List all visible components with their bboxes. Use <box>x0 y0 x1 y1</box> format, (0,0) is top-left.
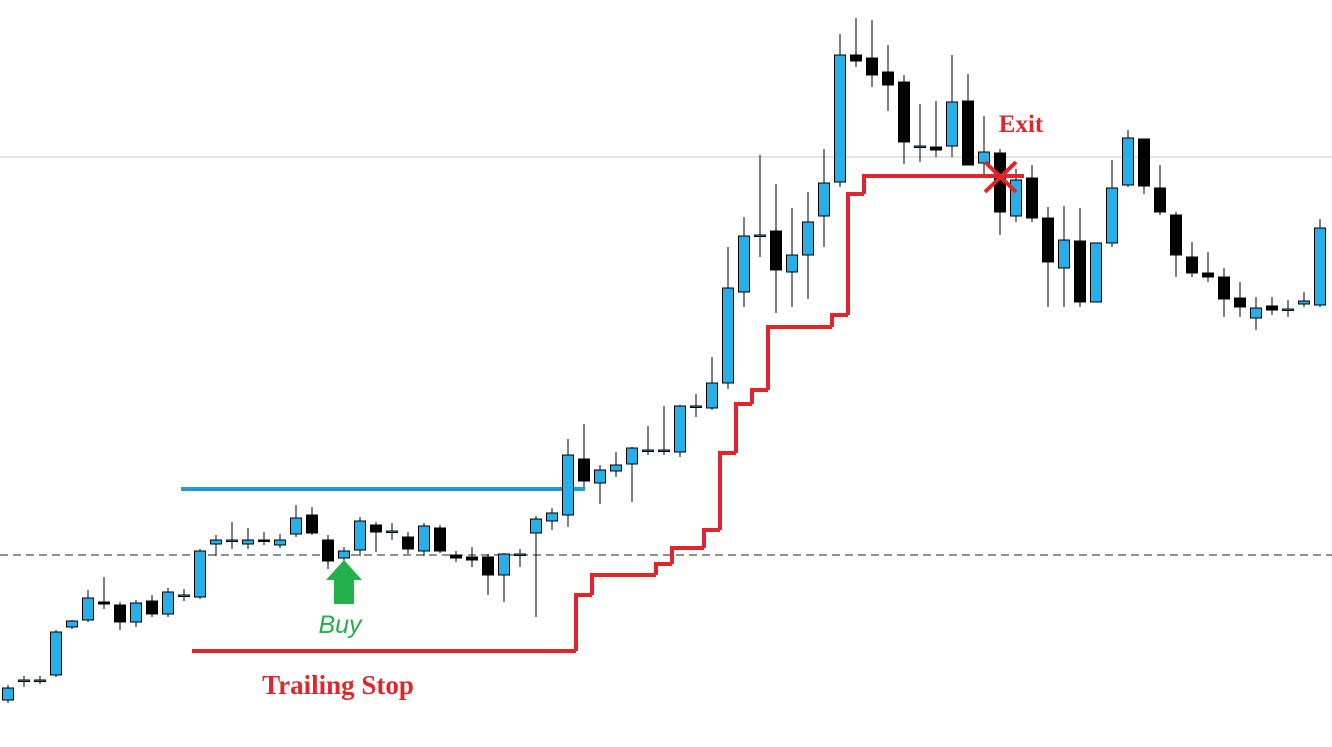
candle-body <box>866 57 878 76</box>
candle-body <box>498 553 510 576</box>
candle-body <box>1186 256 1198 274</box>
candle-body <box>722 287 734 384</box>
candle-body <box>658 449 670 452</box>
candle-body <box>1122 137 1134 186</box>
candle-body <box>578 458 590 482</box>
candle-body <box>1042 217 1054 263</box>
candle-body <box>338 550 350 559</box>
candle-body <box>146 600 158 615</box>
trailing-stop-label: Trailing Stop <box>262 670 414 700</box>
candle-body <box>1154 187 1166 213</box>
candle-body <box>1138 138 1150 187</box>
candle-body <box>18 679 30 682</box>
candle-body <box>2 687 14 701</box>
exit-label: Exit <box>999 111 1044 138</box>
candle-body <box>130 602 142 623</box>
candle-body <box>898 81 910 143</box>
candle-body <box>1314 227 1326 306</box>
candle-body <box>642 449 654 452</box>
candle-body <box>1218 276 1230 300</box>
candle-body <box>946 101 958 147</box>
candle-body <box>1234 297 1246 308</box>
candle-body <box>162 591 174 615</box>
candle-body <box>802 221 814 256</box>
candle-body <box>962 100 974 166</box>
candle-body <box>546 512 558 522</box>
candle-body <box>930 146 942 151</box>
candle-body <box>786 254 798 273</box>
candle-body <box>354 520 366 551</box>
candle-body <box>1202 272 1214 278</box>
buy-arrow <box>326 560 362 604</box>
candle-body <box>914 145 926 148</box>
candle-body <box>770 230 782 271</box>
candle-body <box>242 539 254 545</box>
candle-body <box>1058 239 1070 269</box>
candle-body <box>514 553 526 556</box>
candle-body <box>418 525 430 552</box>
candle-body <box>882 71 894 86</box>
candle-body <box>1282 308 1294 311</box>
candle-body <box>434 527 446 552</box>
candle-body <box>1170 214 1182 256</box>
candle-body <box>210 539 222 545</box>
candle-body <box>306 514 318 534</box>
candle-body <box>978 151 990 164</box>
candle-body <box>1298 300 1310 305</box>
candle-body <box>818 182 830 217</box>
candle-body <box>754 234 766 237</box>
candle-body <box>274 539 286 546</box>
candle-body <box>482 556 494 576</box>
levels <box>0 156 1332 556</box>
exit-cross <box>983 160 1018 194</box>
candle-body <box>1090 242 1102 303</box>
candle-body <box>562 454 574 516</box>
candle-body <box>98 601 110 605</box>
candle-body <box>850 54 862 62</box>
candle-body <box>178 594 190 597</box>
candle-body <box>1266 305 1278 311</box>
candle-body <box>370 524 382 533</box>
candle-body <box>738 235 750 293</box>
candle-body <box>450 554 462 559</box>
candle-body <box>626 447 638 465</box>
candle-body <box>114 604 126 623</box>
candle-body <box>50 631 62 676</box>
candle-body <box>530 518 542 534</box>
buy-label: Buy <box>318 611 363 639</box>
candle-body <box>690 405 702 408</box>
candle-body <box>386 530 398 533</box>
candle-body <box>194 550 206 598</box>
candle-body <box>834 54 846 183</box>
candle-body <box>226 539 238 542</box>
candle-body <box>290 517 302 535</box>
candle-body <box>258 539 270 542</box>
candle-body <box>1010 179 1022 217</box>
candle-body <box>66 620 78 628</box>
candles <box>2 18 1326 703</box>
candle-body <box>34 679 46 682</box>
candle-body <box>610 464 622 472</box>
candle-body <box>706 382 718 409</box>
candle-body <box>1026 177 1038 219</box>
candle-body <box>674 405 686 453</box>
candle-body <box>1106 187 1118 244</box>
candle-body <box>466 556 478 561</box>
candle-body <box>1250 307 1262 319</box>
trailing-stop <box>192 174 1024 653</box>
candle-body <box>1074 240 1086 303</box>
candle-body <box>402 536 414 550</box>
candle-body <box>82 597 94 621</box>
candle-body <box>322 539 334 562</box>
candle-body <box>594 469 606 484</box>
